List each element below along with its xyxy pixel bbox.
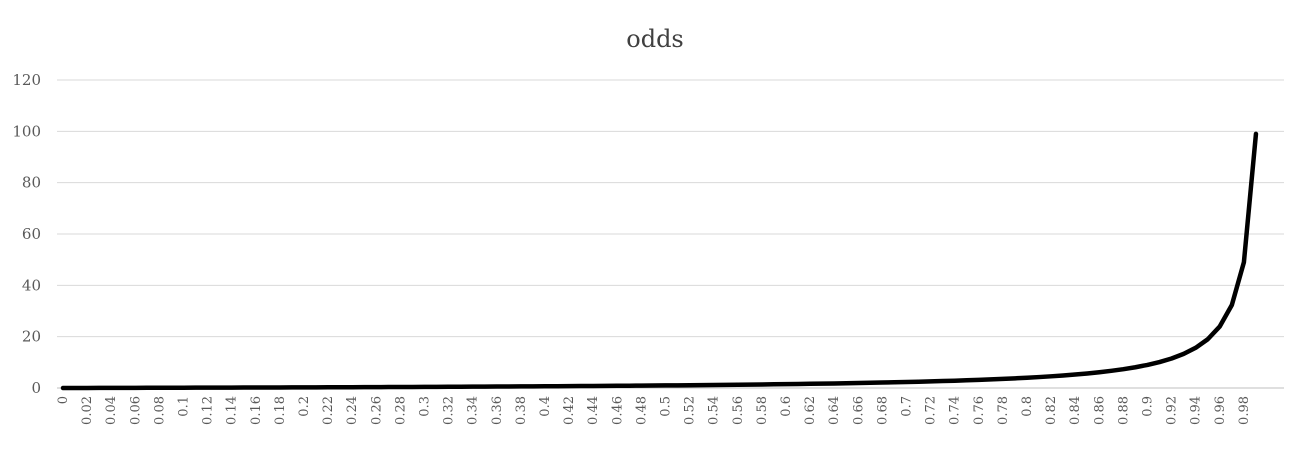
x-tick-label: 0.54 — [707, 396, 722, 425]
x-tick-label: 0.84 — [1068, 396, 1083, 425]
x-tick-label: 0.8 — [1020, 396, 1035, 417]
x-tick-label: 0.2 — [297, 396, 312, 417]
y-tick-label: 40 — [22, 276, 41, 294]
y-tick-label: 80 — [22, 174, 41, 192]
x-tick-label: 0.46 — [610, 396, 625, 425]
x-tick-label: 0.4 — [538, 396, 553, 417]
x-tick-label: 0.98 — [1237, 396, 1252, 425]
x-tick-label: 0.34 — [466, 396, 481, 425]
x-tick-label: 0.62 — [803, 396, 818, 425]
x-tick-label: 0.56 — [731, 396, 746, 425]
x-tick-label: 0.38 — [514, 396, 529, 425]
x-tick-label: 0.9 — [1141, 396, 1156, 417]
x-tick-label: 0.66 — [851, 396, 866, 425]
x-tick-label: 0.02 — [80, 396, 95, 425]
x-tick-label: 0.72 — [924, 396, 939, 425]
y-tick-label: 0 — [31, 379, 41, 397]
x-tick-label: 0.24 — [345, 396, 360, 425]
y-tick-label: 60 — [22, 225, 41, 243]
x-tick-label: 0.78 — [996, 396, 1011, 425]
x-tick-label: 0.08 — [152, 396, 167, 425]
gridlines — [57, 79, 1284, 338]
x-tick-label: 0.6 — [779, 396, 794, 417]
x-tick-label: 0.88 — [1116, 396, 1131, 425]
x-tick-label: 0.26 — [369, 396, 384, 425]
x-tick-label: 0.36 — [490, 396, 505, 425]
x-tick-label: 0.52 — [683, 396, 698, 425]
x-tick-label: 0.7 — [900, 396, 915, 417]
x-tick-label: 0 — [56, 396, 71, 404]
x-tick-label: 0.12 — [201, 396, 216, 425]
y-tick-label: 100 — [12, 122, 41, 140]
x-tick-label: 0.64 — [827, 396, 842, 425]
x-tick-label: 0.14 — [225, 396, 240, 425]
x-tick-label: 0.1 — [177, 396, 192, 417]
y-tick-label: 120 — [12, 71, 41, 89]
x-axis-tick-labels: 0 0.02 0.04 0.06 0.08 0.1 0.12 0.14 0.16 0.18 0.2 0… — [56, 396, 1252, 425]
x-tick-label: 0.68 — [875, 396, 890, 425]
series-line-0 — [60, 131, 1259, 391]
x-tick-label: 0.86 — [1092, 396, 1107, 425]
x-tick-label: 0.82 — [1044, 396, 1059, 425]
x-tick-label: 0.92 — [1165, 396, 1180, 425]
x-tick-label: 0.28 — [393, 396, 408, 425]
x-tick-label: 0.58 — [755, 396, 770, 425]
x-tick-label: 0.04 — [104, 396, 119, 425]
x-tick-label: 0.76 — [972, 396, 987, 425]
y-tick-label: 20 — [22, 328, 41, 346]
x-tick-label: 0.16 — [249, 396, 264, 425]
chart-title: odds — [626, 25, 684, 53]
x-tick-label: 0.06 — [128, 396, 143, 425]
x-tick-label: 0.3 — [418, 396, 433, 417]
x-tick-label: 0.74 — [948, 396, 963, 425]
x-tick-label: 0.22 — [321, 396, 336, 425]
x-tick-label: 0.44 — [586, 396, 601, 425]
x-tick-label: 0.5 — [659, 396, 674, 417]
y-axis-tick-labels: 0 20 40 60 80 100 120 — [12, 71, 41, 397]
x-tick-label: 0.48 — [634, 396, 649, 425]
series-layer — [60, 131, 1259, 391]
x-tick-label: 0.96 — [1213, 396, 1228, 425]
x-tick-label: 0.94 — [1189, 396, 1204, 425]
x-tick-label: 0.32 — [442, 396, 457, 425]
x-tick-label: 0.18 — [273, 396, 288, 425]
x-tick-label: 0.42 — [562, 396, 577, 425]
